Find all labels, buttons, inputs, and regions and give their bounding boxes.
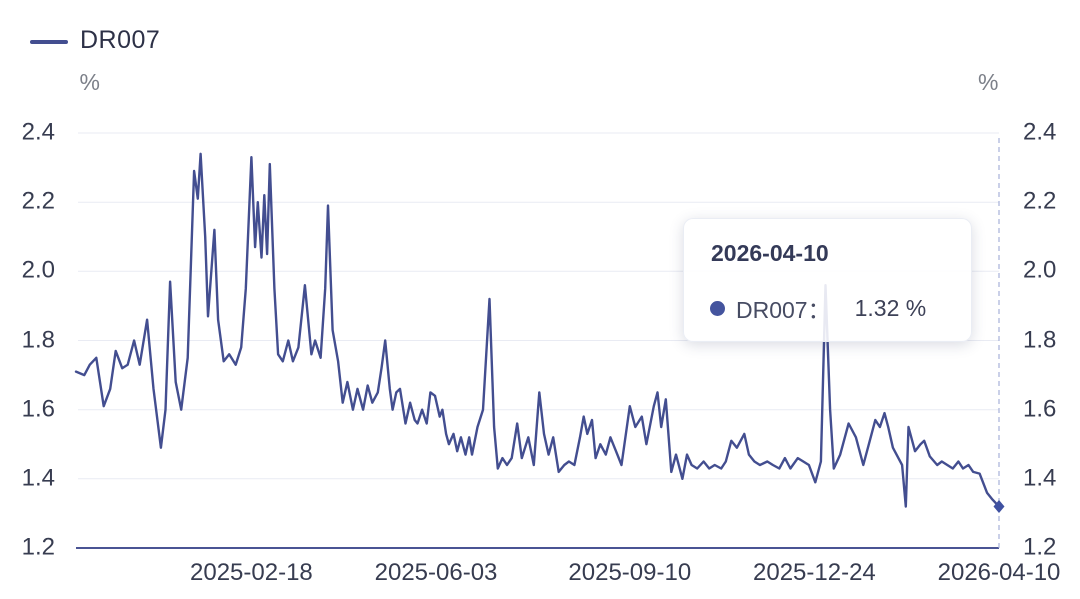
- y-tick-label: 2.4: [1023, 118, 1057, 146]
- y-tick-label: 1.8: [21, 326, 55, 354]
- tooltip: 2026-04-10 DR007： 1.32 %: [683, 218, 972, 342]
- legend-line-swatch: [30, 40, 68, 44]
- tooltip-date: 2026-04-10: [711, 240, 829, 266]
- x-tick-label: 2026-04-10: [937, 559, 1061, 586]
- y-tick-label: 1.6: [21, 395, 55, 423]
- y-tick-label: 2.2: [1023, 187, 1057, 215]
- y-tick-label: 2.4: [21, 118, 55, 146]
- legend-label: DR007: [80, 26, 161, 54]
- tooltip-series-row: DR007： 1.32 %: [710, 291, 971, 325]
- x-tick-label: 2025-12-24: [753, 559, 876, 586]
- y-tick-label: 1.8: [1023, 326, 1057, 354]
- y-tick-label: 2.0: [1023, 256, 1057, 284]
- y-tick-label: 1.4: [21, 464, 55, 492]
- y-axis-unit-right: %: [978, 69, 999, 95]
- y-axis-unit-left: %: [79, 69, 100, 95]
- legend[interactable]: DR007: [30, 26, 160, 55]
- y-tick-label: 2.2: [21, 187, 55, 215]
- tooltip-series-dot-icon: [710, 300, 725, 316]
- tooltip-series-label: DR007：: [736, 297, 831, 323]
- series-line: [74, 152, 1001, 508]
- y-tick-label: 1.6: [1023, 395, 1057, 423]
- y-tick-label: 1.2: [1023, 533, 1057, 561]
- y-tick-label: 1.2: [21, 533, 55, 561]
- y-tick-label: 1.4: [1023, 464, 1057, 492]
- y-tick-label: 2.0: [21, 256, 55, 284]
- x-tick-label: 2025-09-10: [568, 559, 692, 586]
- x-tick-label: 2025-02-18: [190, 559, 313, 586]
- tooltip-series-value: 1.32 %: [854, 294, 927, 321]
- end-point-marker: [993, 500, 1005, 513]
- x-tick-label: 2025-06-03: [374, 559, 498, 586]
